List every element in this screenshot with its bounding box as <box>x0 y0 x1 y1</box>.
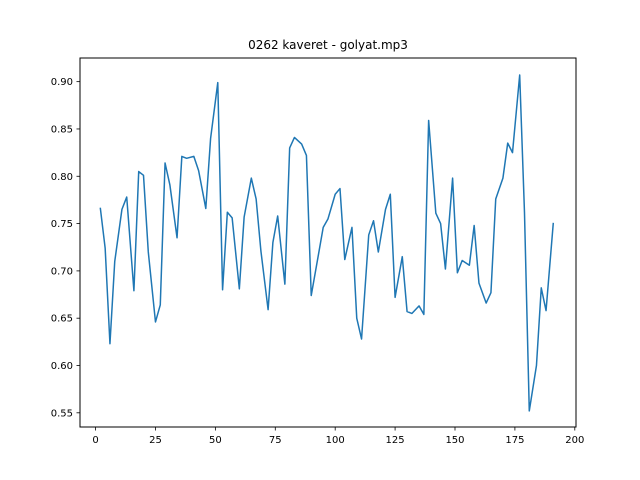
axes-frame <box>79 57 577 428</box>
plot-area <box>99 74 555 412</box>
x-tick-label: 150 <box>445 435 464 446</box>
x-tick-label: 100 <box>326 435 345 446</box>
y-tick-label: 0.80 <box>51 172 73 183</box>
x-tick-label: 0 <box>92 435 98 446</box>
y-tick-label: 0.55 <box>51 408 73 419</box>
y-tick-label: 0.85 <box>51 124 73 135</box>
x-tick-label: 175 <box>505 435 524 446</box>
x-tick-label: 200 <box>565 435 584 446</box>
chart-title: 0262 kaveret - golyat.mp3 <box>248 38 408 52</box>
x-tick-label: 125 <box>386 435 405 446</box>
y-tick-label: 0.65 <box>51 314 73 325</box>
y-axis: 0.55 0.60 0.65 0.70 0.75 0.80 0.85 0.90 <box>51 77 80 419</box>
series-line-0 <box>99 74 555 412</box>
x-tick-label: 75 <box>269 435 282 446</box>
x-axis: 0 25 50 75 100 125 150 175 200 <box>92 427 584 446</box>
x-tick-label: 50 <box>209 435 222 446</box>
y-tick-label: 0.75 <box>51 219 73 230</box>
y-tick-label: 0.60 <box>51 361 73 372</box>
x-tick-label: 25 <box>149 435 162 446</box>
y-tick-label: 0.70 <box>51 266 73 277</box>
y-tick-label: 0.90 <box>51 77 73 88</box>
